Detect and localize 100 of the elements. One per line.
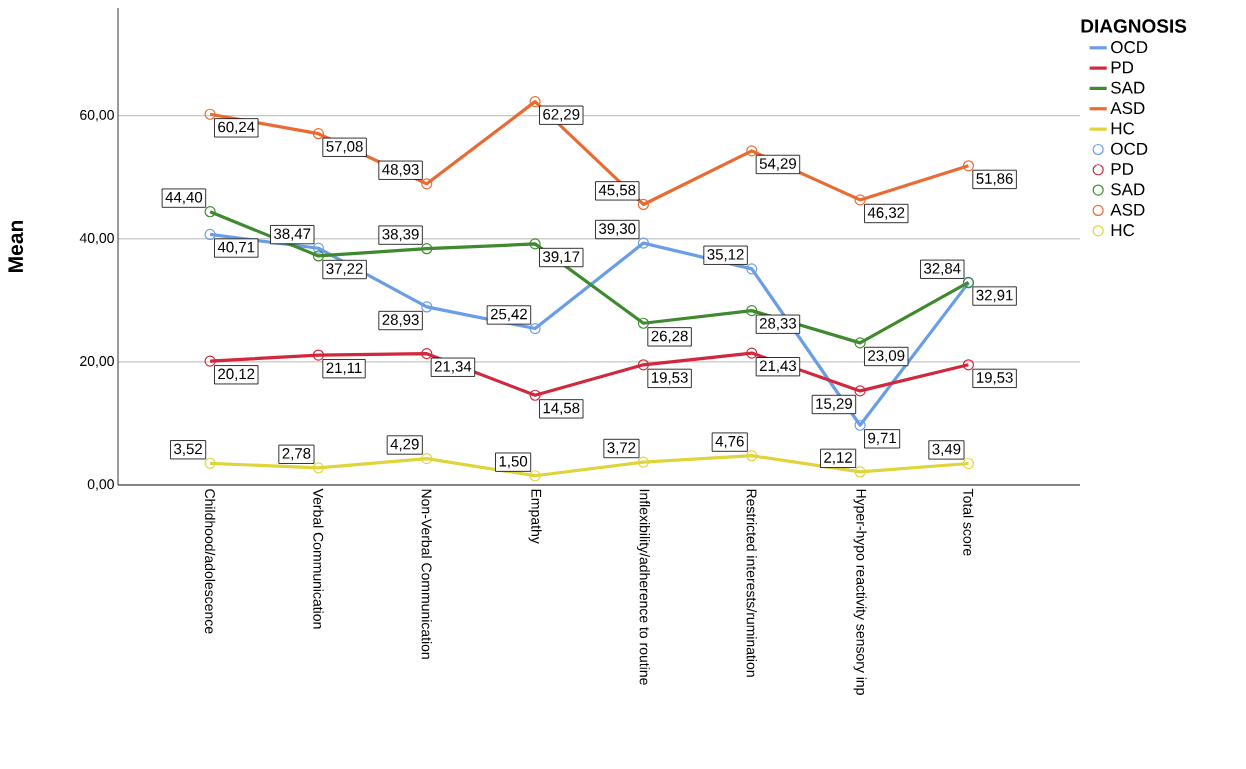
point	[421, 348, 433, 360]
legend-title: DIAGNOSIS	[1081, 19, 1187, 33]
data-label: 62,29	[543, 109, 580, 122]
data-label: 45,58	[598, 184, 636, 198]
point	[854, 385, 866, 397]
data-label: 2,12	[824, 452, 852, 465]
text: HC	[1111, 122, 1135, 135]
point	[962, 457, 975, 470]
y-tick-label: 0,00	[87, 479, 114, 491]
data-label: 37,22	[326, 263, 363, 276]
text: ASD	[1110, 203, 1145, 216]
legend-label: PD	[1111, 163, 1134, 175]
data-label: 35,12	[707, 249, 744, 262]
point	[204, 457, 216, 469]
y-tick-label: 20,00	[80, 356, 114, 368]
data-label: 32,84	[924, 263, 961, 276]
x-tick-label: Total score	[963, 488, 974, 556]
data-label: 9,71	[868, 432, 896, 446]
point	[854, 466, 866, 478]
data-label: 39,30	[599, 223, 636, 236]
data-label: 32,91	[976, 289, 1013, 303]
data-label: 3,72	[607, 442, 636, 455]
text: PD	[1111, 61, 1134, 74]
point	[854, 419, 866, 431]
data-label: 60,24	[218, 121, 255, 135]
point	[529, 96, 541, 108]
x-tick-label: Non-Verbal Communication	[421, 489, 432, 659]
x-tick-label: Inflexibility/adherence to routine	[636, 489, 650, 685]
point	[746, 305, 758, 317]
data-label: 57,08	[326, 141, 363, 154]
data-label: 15,29	[816, 398, 852, 411]
y-tick-label: 60,00	[80, 109, 114, 122]
legend-label: OCD	[1111, 142, 1148, 155]
point	[746, 450, 758, 462]
y-axis-title: Mean	[8, 220, 24, 272]
data-label: 21,43	[759, 360, 797, 373]
point	[529, 238, 541, 250]
data-label: 54,29	[759, 158, 796, 171]
data-label: 21,11	[326, 362, 362, 375]
x-tick-label: Restricted interests/rumination	[746, 489, 757, 677]
point	[312, 242, 325, 254]
point	[637, 317, 650, 329]
data-label: 20,12	[218, 368, 255, 381]
point	[529, 389, 541, 401]
point	[204, 206, 216, 218]
point	[637, 237, 650, 249]
data-label: 3,52	[174, 443, 202, 456]
point	[746, 263, 758, 275]
point	[421, 301, 433, 313]
y-tick-label: 40,00	[79, 233, 114, 245]
data-label: 46,32	[867, 207, 905, 220]
point	[962, 359, 975, 371]
point	[854, 337, 866, 349]
data-label: 4,29	[390, 438, 419, 452]
x-tick-label: Hyper-hypo reactivity sensory inp	[853, 489, 867, 695]
point	[637, 359, 650, 371]
point	[204, 228, 216, 241]
point	[746, 145, 758, 157]
data-label: 4,76	[715, 435, 744, 449]
data-label: 40,71	[217, 241, 255, 255]
data-label: 28,33	[759, 318, 797, 331]
data-label: 1,50	[499, 455, 528, 469]
data-label: 28,93	[382, 314, 419, 327]
data-label: 39,17	[543, 251, 580, 264]
data-label: 38,47	[274, 228, 311, 241]
point	[854, 194, 866, 206]
legend-label: SAD	[1111, 183, 1145, 196]
point	[637, 198, 650, 211]
point	[204, 108, 216, 120]
point	[637, 456, 650, 468]
legend-label: HC	[1111, 224, 1135, 237]
point	[421, 178, 433, 190]
point	[312, 128, 325, 140]
point	[204, 355, 216, 367]
text: OCD	[1111, 41, 1148, 54]
point	[312, 250, 325, 262]
data-label: 48,93	[382, 164, 419, 177]
data-label: 38,39	[382, 228, 419, 242]
point	[312, 349, 325, 361]
data-label: 3,49	[932, 443, 961, 457]
data-label: 44,40	[165, 191, 203, 205]
legend-label: ASD	[1110, 102, 1145, 115]
data-label: 19,53	[976, 372, 1013, 385]
x-tick-label: Verbal Communication	[313, 488, 324, 629]
point	[421, 453, 433, 465]
point	[962, 160, 975, 172]
point	[529, 470, 541, 482]
data-label: 19,53	[651, 372, 688, 385]
point	[312, 462, 325, 474]
point	[421, 243, 433, 255]
x-tick-label: Empathy	[528, 489, 542, 544]
data-label: 21,34	[434, 361, 472, 374]
data-label: 2,78	[282, 448, 311, 461]
point	[746, 347, 758, 359]
data-label: 51,86	[976, 173, 1013, 186]
data-label: 23,09	[868, 350, 905, 363]
x-tick-label: Childhood/adolescence	[204, 489, 216, 634]
text: SAD	[1111, 81, 1145, 94]
data-label: 14,58	[543, 402, 580, 416]
point	[529, 322, 541, 335]
